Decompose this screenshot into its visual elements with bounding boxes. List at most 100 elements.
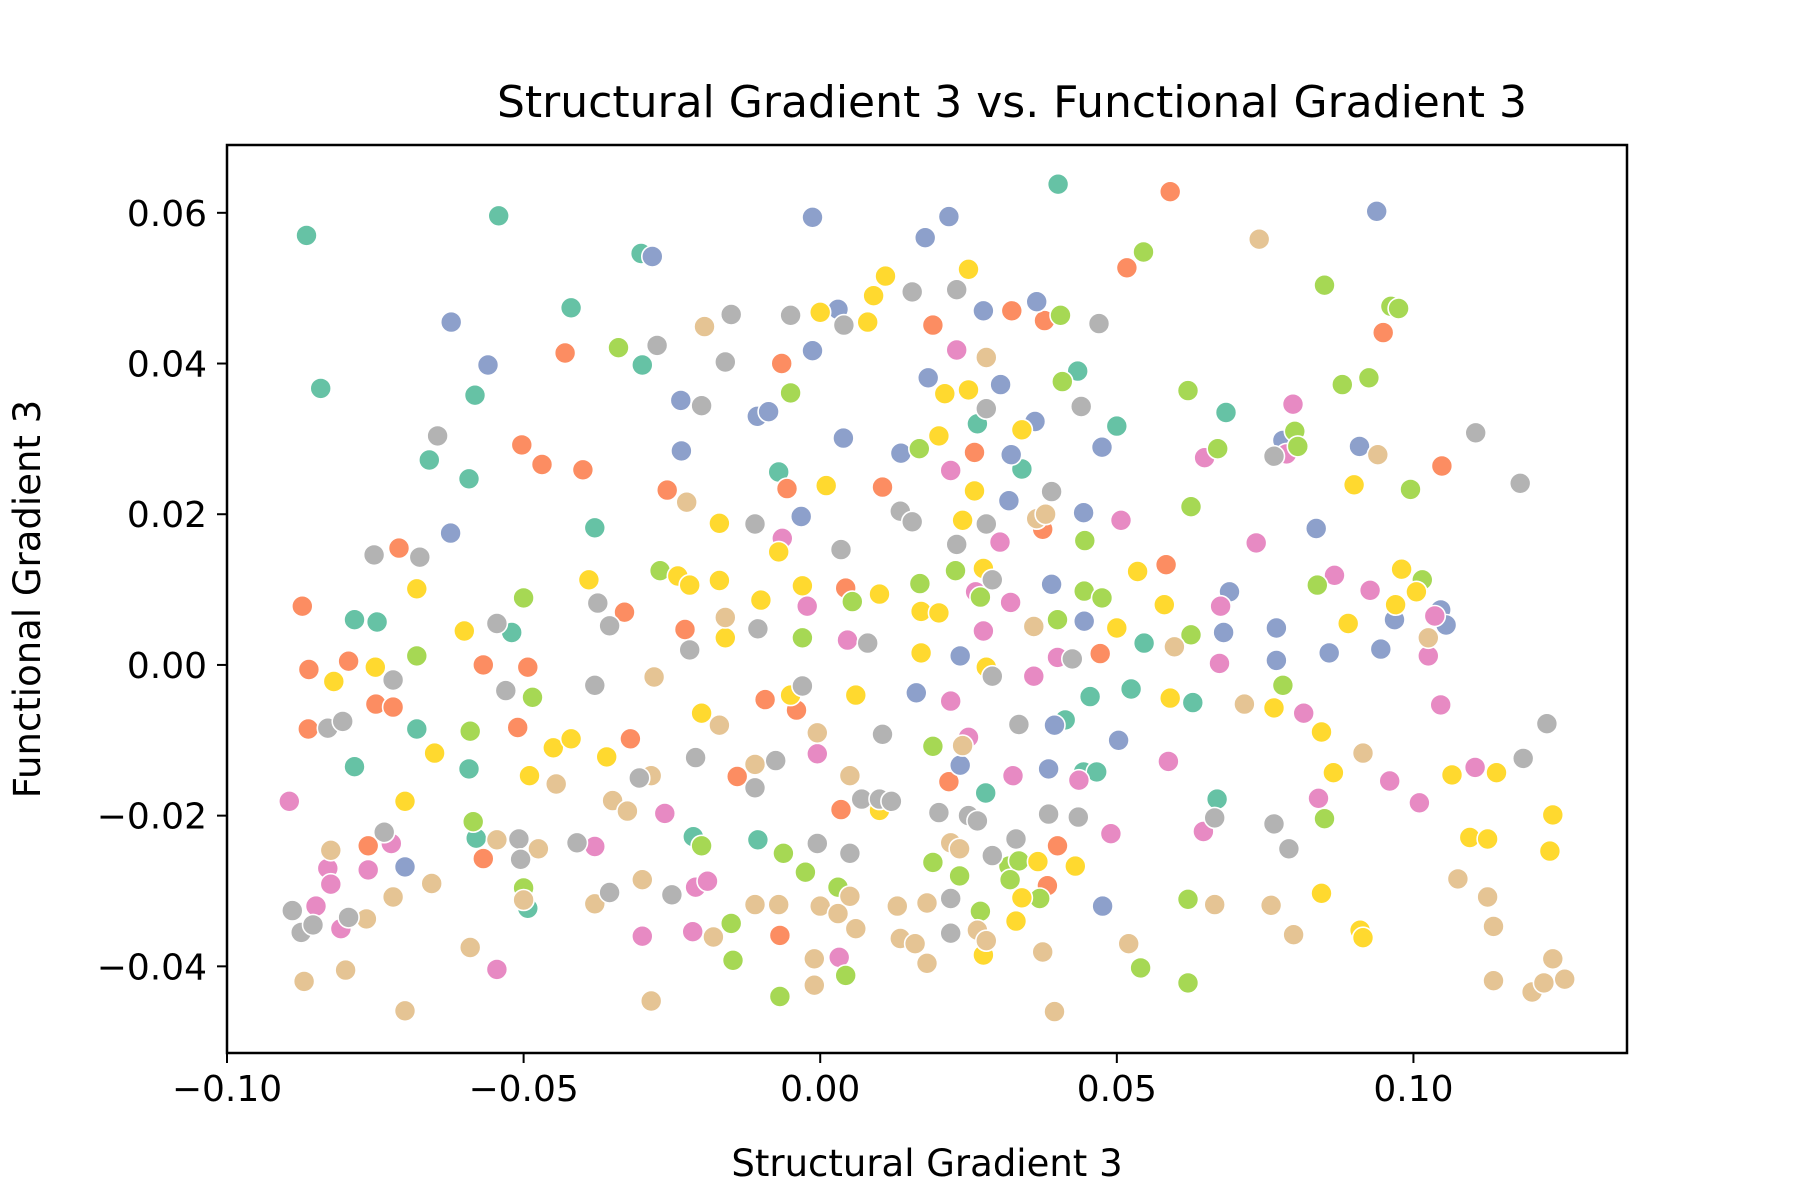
scatter-point xyxy=(913,226,937,249)
scatter-point xyxy=(356,834,380,858)
scatter-point xyxy=(989,373,1012,396)
scatter-point xyxy=(814,474,838,497)
scatter-point xyxy=(969,899,992,923)
scatter-point xyxy=(669,389,693,412)
scatter-point xyxy=(900,510,924,534)
scatter-point xyxy=(1463,756,1487,779)
scatter-point xyxy=(655,478,679,502)
scatter-point xyxy=(795,594,819,618)
scatter-point xyxy=(559,296,583,320)
scatter-point xyxy=(871,475,894,499)
scatter-point xyxy=(1358,578,1382,602)
x-tick-label: 0.10 xyxy=(1373,1069,1453,1110)
scatter-point xyxy=(1072,609,1096,633)
scatter-point xyxy=(721,948,745,972)
scatter-point xyxy=(1109,508,1133,532)
scatter-point xyxy=(1408,791,1431,815)
y-tick-label: −0.02 xyxy=(97,797,207,838)
scatter-point xyxy=(372,820,396,844)
scatter-point xyxy=(794,860,817,884)
scatter-point xyxy=(494,679,518,702)
scatter-point xyxy=(972,299,995,323)
scatter-point xyxy=(719,303,743,326)
y-axis-ticks: −0.04 −0.02 0.00 0.02 0.04 0.06 xyxy=(97,194,227,988)
scatter-point xyxy=(974,397,998,421)
scatter-point xyxy=(1129,956,1152,980)
scatter-point xyxy=(836,628,859,652)
chart-title: Structural Gradient 3 vs. Functional Gra… xyxy=(497,77,1527,128)
scatter-point xyxy=(1541,947,1565,971)
scatter-point xyxy=(1378,769,1401,793)
scatter-point xyxy=(343,608,366,632)
scatter-point xyxy=(805,832,829,855)
scatter-point xyxy=(1212,621,1235,644)
scatter-point xyxy=(801,206,824,229)
scatter-point xyxy=(1304,517,1328,540)
scatter-point xyxy=(1203,806,1226,830)
scatter-point xyxy=(1262,812,1286,836)
scatter-point xyxy=(642,665,666,689)
scatter-point xyxy=(461,810,485,834)
scatter-point xyxy=(969,585,992,609)
scatter-point xyxy=(1310,881,1333,905)
scatter-point xyxy=(951,734,974,757)
scatter-point xyxy=(630,353,654,377)
scatter-point xyxy=(743,776,767,800)
scatter-point xyxy=(743,512,767,536)
scatter-point xyxy=(948,837,971,861)
scatter-point xyxy=(1464,421,1487,445)
scatter-point xyxy=(1078,685,1102,708)
scatter-point xyxy=(1090,435,1114,459)
scatter-point xyxy=(775,477,799,500)
scatter-point xyxy=(423,741,446,765)
scatter-point xyxy=(292,970,316,993)
scatter-point xyxy=(779,303,802,327)
scatter-point xyxy=(309,377,333,400)
scatter-point xyxy=(1105,414,1129,438)
scatter-point xyxy=(1088,642,1112,665)
scatter-point xyxy=(944,559,967,583)
scatter-point xyxy=(927,601,951,625)
scatter-point xyxy=(840,590,864,613)
scatter-point xyxy=(1026,850,1050,873)
scatter-point xyxy=(630,868,654,892)
scatter-point xyxy=(675,490,699,514)
scatter-point xyxy=(607,336,630,360)
scatter-point xyxy=(690,701,713,725)
scatter-point xyxy=(1091,894,1114,918)
scatter-point xyxy=(457,467,481,491)
scatter-point xyxy=(746,828,770,852)
scatter-point xyxy=(541,736,565,760)
scatter-point xyxy=(805,721,829,745)
scatter-point xyxy=(908,572,932,595)
scatter-point xyxy=(1399,478,1422,501)
x-tick-label: −0.05 xyxy=(468,1069,578,1110)
scatter-point xyxy=(1158,180,1182,203)
scatter-point xyxy=(630,924,654,948)
scatter-point xyxy=(1307,786,1330,810)
scatter-point xyxy=(1115,256,1139,280)
scatter-point xyxy=(708,569,731,592)
scatter-point xyxy=(1069,395,1093,418)
scatter-point xyxy=(1342,473,1366,497)
scatter-point xyxy=(1037,802,1060,826)
scatter-point xyxy=(834,964,858,987)
scatter-point xyxy=(1154,553,1178,577)
scatter-point xyxy=(485,958,509,981)
scatter-point xyxy=(1087,312,1111,335)
scatter-point xyxy=(331,710,355,733)
scatter-point xyxy=(690,834,713,858)
scatter-point xyxy=(1322,761,1345,785)
scatter-point xyxy=(463,383,487,407)
scatter-point xyxy=(1351,926,1375,950)
scatter-point xyxy=(868,582,891,606)
scatter-point xyxy=(1390,557,1413,581)
scatter-point xyxy=(343,755,366,779)
scatter-point xyxy=(1440,763,1464,787)
scatter-point xyxy=(516,655,540,679)
scatter-point xyxy=(838,884,862,908)
scatter-point xyxy=(1073,529,1097,552)
scatter-point xyxy=(713,606,737,629)
scatter-point xyxy=(1004,909,1028,933)
scatter-point xyxy=(1046,172,1070,196)
